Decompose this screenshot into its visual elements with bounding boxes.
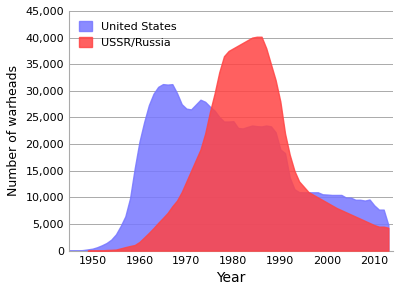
X-axis label: Year: Year (216, 271, 246, 285)
Legend: United States, USSR/Russia: United States, USSR/Russia (74, 17, 181, 53)
Y-axis label: Number of warheads: Number of warheads (7, 65, 20, 196)
